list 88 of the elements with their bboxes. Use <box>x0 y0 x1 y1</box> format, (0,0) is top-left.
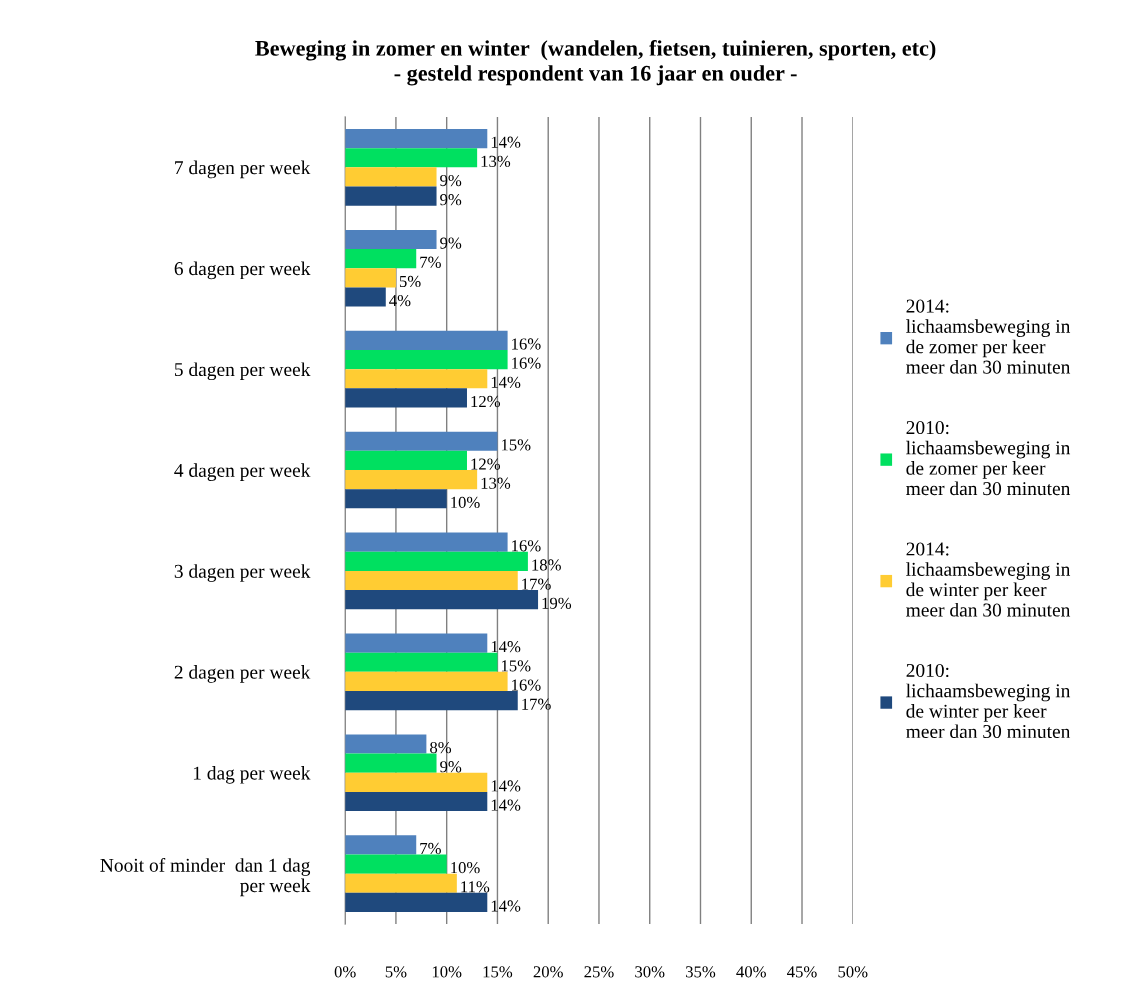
data-label: 14% <box>491 376 521 388</box>
data-label: 16% <box>512 338 541 350</box>
data-label: 16% <box>512 540 541 552</box>
data-label: 18% <box>532 559 561 571</box>
bar <box>345 431 498 451</box>
x-tick-label: 15% <box>483 966 513 978</box>
bar <box>345 590 539 610</box>
bar <box>345 652 498 672</box>
bar <box>345 791 488 812</box>
y-tick-label: Nooit of minder dan 1 dag per week <box>100 857 311 897</box>
bar <box>345 369 488 389</box>
bar <box>345 570 518 591</box>
bar <box>345 287 386 307</box>
data-label: 19% <box>542 597 572 609</box>
bar <box>345 671 508 691</box>
data-label: 10% <box>451 862 480 874</box>
data-label: 17% <box>522 578 551 590</box>
data-label: 15% <box>501 439 531 451</box>
bar <box>345 551 528 571</box>
bar <box>345 268 396 288</box>
data-label: 7% <box>420 842 441 855</box>
data-label: 17% <box>522 698 551 710</box>
bar <box>345 835 417 855</box>
bar <box>345 734 427 754</box>
bar <box>345 691 518 711</box>
bar <box>345 489 447 509</box>
x-tick-label: 0% <box>334 966 356 978</box>
data-label: 15% <box>501 660 531 672</box>
bar <box>345 229 437 250</box>
x-tick-label: 10% <box>432 966 462 978</box>
data-label: 14% <box>491 799 521 811</box>
bar <box>345 349 508 370</box>
x-tick-label: 35% <box>686 966 716 978</box>
bar <box>345 854 447 874</box>
data-label: 13% <box>481 155 511 168</box>
y-tick-label: 6 dagen per week <box>174 261 311 280</box>
y-tick-label: 1 dag per week <box>193 765 311 784</box>
x-tick-label: 20% <box>533 966 563 978</box>
data-label: 9% <box>440 174 462 187</box>
data-label: 14% <box>491 136 521 148</box>
bar <box>345 450 467 471</box>
bar <box>345 388 467 408</box>
data-label: 8% <box>430 741 452 754</box>
x-tick-label: 50% <box>838 966 868 978</box>
x-tick-label: 25% <box>584 966 614 978</box>
legend-label: 2010: lichaamsbeweging in de zomer per keer meer dan 30 minuten <box>906 420 1071 496</box>
y-tick-label: 4 dagen per week <box>174 463 311 481</box>
bar <box>345 772 488 792</box>
data-label: 4% <box>389 294 411 307</box>
bar <box>345 186 437 206</box>
data-label: 7% <box>420 256 441 268</box>
y-tick-label: 2 dagen per week <box>174 665 311 683</box>
data-label: 12% <box>471 395 501 408</box>
legend-label: 2010: lichaamsbeweging in de winter per keer meer dan 30 minuten <box>906 663 1071 739</box>
data-label: 9% <box>440 194 462 206</box>
bar <box>345 753 437 773</box>
data-label: 5% <box>399 275 421 288</box>
y-tick-label: 3 dagen per week <box>174 564 311 582</box>
x-tick-label: 30% <box>635 966 665 978</box>
bar <box>345 633 488 653</box>
bar <box>345 470 478 490</box>
data-label: 11% <box>461 881 490 893</box>
data-label: 16% <box>512 357 541 369</box>
y-tick-label: 5 dagen per week <box>174 362 311 381</box>
data-label: 12% <box>471 458 501 470</box>
data-label: 16% <box>512 679 541 691</box>
bar <box>345 892 488 912</box>
data-label: 13% <box>481 477 511 489</box>
bar <box>345 148 478 168</box>
x-tick-label: 45% <box>787 966 817 978</box>
x-tick-label: 5% <box>385 966 407 978</box>
bar <box>345 128 488 149</box>
data-label: 14% <box>491 900 521 912</box>
x-tick-label: 40% <box>736 966 766 978</box>
data-label: 10% <box>451 496 480 509</box>
legend-label: 2014: lichaamsbeweging in de zomer per keer meer dan 30 minuten <box>906 299 1071 374</box>
bar <box>345 330 508 350</box>
data-label: 9% <box>440 237 462 249</box>
legend-label: 2014: lichaamsbeweging in de winter per keer meer dan 30 minuten <box>906 542 1071 617</box>
data-label: 9% <box>440 761 462 773</box>
bar <box>345 532 508 552</box>
chart-title: Beweging in zomer en winter (wandelen, fietsen, tuinieren, sporten, etc) - gesteld respondent van 16 jaar en ouder - <box>255 39 936 86</box>
y-tick-label: 7 dagen per week <box>175 160 311 179</box>
bar <box>345 167 437 187</box>
bar <box>345 249 417 269</box>
bar <box>345 873 457 893</box>
data-label: 14% <box>491 641 521 653</box>
data-label: 14% <box>491 780 521 792</box>
